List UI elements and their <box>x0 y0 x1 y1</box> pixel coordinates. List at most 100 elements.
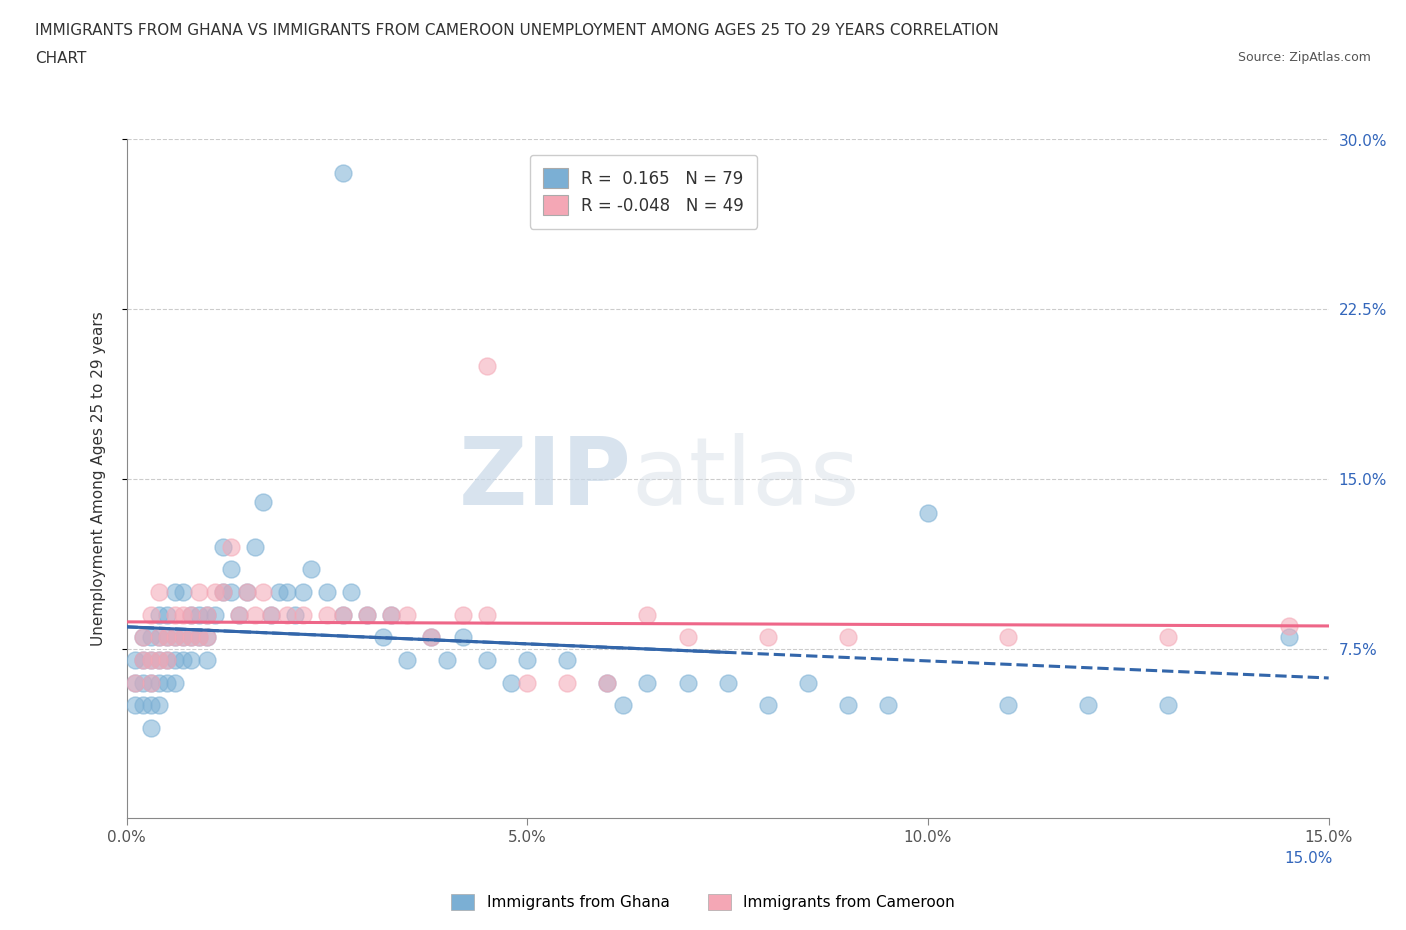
Point <box>187 585 209 600</box>
Point <box>380 607 402 622</box>
Point <box>451 607 474 622</box>
Point <box>228 607 250 622</box>
Point <box>131 630 153 644</box>
Point <box>155 607 177 622</box>
Point <box>155 653 177 668</box>
Text: CHART: CHART <box>35 51 87 66</box>
Point <box>252 585 274 600</box>
Point <box>163 630 186 644</box>
Point <box>139 675 162 690</box>
Point <box>211 539 233 554</box>
Point <box>219 562 242 577</box>
Point <box>148 698 170 712</box>
Point <box>332 166 354 181</box>
Point <box>356 607 378 622</box>
Point <box>260 607 283 622</box>
Point <box>636 607 658 622</box>
Point <box>516 675 538 690</box>
Point <box>451 630 474 644</box>
Point <box>299 562 322 577</box>
Point <box>155 630 177 644</box>
Point <box>204 607 226 622</box>
Point <box>163 630 186 644</box>
Point <box>1157 630 1180 644</box>
Point <box>276 607 298 622</box>
Point <box>195 607 218 622</box>
Point <box>195 630 218 644</box>
Point <box>124 675 146 690</box>
Point <box>596 675 619 690</box>
Point <box>211 585 233 600</box>
Point <box>284 607 307 622</box>
Point <box>148 653 170 668</box>
Point <box>155 630 177 644</box>
Point <box>557 653 579 668</box>
Point <box>516 653 538 668</box>
Point <box>211 585 233 600</box>
Point <box>332 607 354 622</box>
Point <box>187 630 209 644</box>
Point <box>356 607 378 622</box>
Point <box>228 607 250 622</box>
Point <box>180 630 202 644</box>
Point <box>124 698 146 712</box>
Point <box>124 675 146 690</box>
Point <box>148 607 170 622</box>
Point <box>596 675 619 690</box>
Point <box>267 585 290 600</box>
Point <box>371 630 394 644</box>
Point <box>155 675 177 690</box>
Point <box>163 607 186 622</box>
Point <box>155 653 177 668</box>
Point <box>187 630 209 644</box>
Point <box>139 653 162 668</box>
Point <box>163 585 186 600</box>
Text: IMMIGRANTS FROM GHANA VS IMMIGRANTS FROM CAMEROON UNEMPLOYMENT AMONG AGES 25 TO : IMMIGRANTS FROM GHANA VS IMMIGRANTS FROM… <box>35 23 998 38</box>
Point <box>243 607 266 622</box>
Point <box>172 607 194 622</box>
Point <box>636 675 658 690</box>
Text: ZIP: ZIP <box>458 433 631 525</box>
Point <box>1077 698 1099 712</box>
Point <box>139 607 162 622</box>
Point <box>291 585 314 600</box>
Point <box>756 698 779 712</box>
Point <box>1157 698 1180 712</box>
Y-axis label: Unemployment Among Ages 25 to 29 years: Unemployment Among Ages 25 to 29 years <box>91 312 105 646</box>
Point <box>837 630 859 644</box>
Point <box>131 653 153 668</box>
Point <box>172 630 194 644</box>
Point <box>195 607 218 622</box>
Point <box>676 675 699 690</box>
Point <box>139 675 162 690</box>
Point <box>148 630 170 644</box>
Point <box>612 698 634 712</box>
Point <box>131 653 153 668</box>
Point <box>131 698 153 712</box>
Point <box>315 585 337 600</box>
Point <box>195 653 218 668</box>
Point <box>148 653 170 668</box>
Point <box>124 653 146 668</box>
Point <box>235 585 259 600</box>
Point <box>148 675 170 690</box>
Point <box>676 630 699 644</box>
Point <box>396 653 419 668</box>
Point <box>148 585 170 600</box>
Point <box>475 653 498 668</box>
Text: atlas: atlas <box>631 433 859 525</box>
Point <box>917 505 939 520</box>
Point <box>131 630 153 644</box>
Point <box>420 630 443 644</box>
Point <box>148 630 170 644</box>
Point <box>180 607 202 622</box>
Point <box>252 494 274 509</box>
Point <box>315 607 337 622</box>
Point <box>163 653 186 668</box>
Point <box>557 675 579 690</box>
Point <box>475 607 498 622</box>
Point <box>163 675 186 690</box>
Point <box>131 675 153 690</box>
Text: Source: ZipAtlas.com: Source: ZipAtlas.com <box>1237 51 1371 64</box>
Point <box>139 653 162 668</box>
